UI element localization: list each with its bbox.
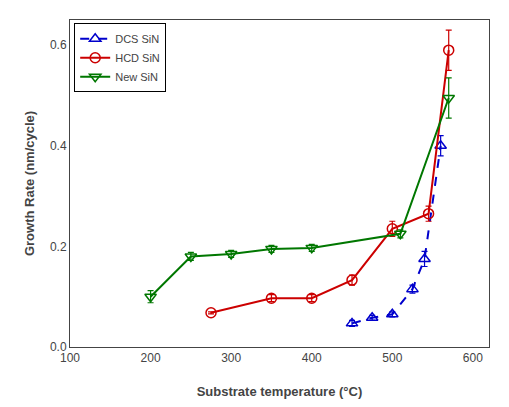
svg-text:New SiN: New SiN: [115, 71, 158, 83]
svg-text:300: 300: [221, 351, 241, 365]
svg-text:600: 600: [463, 351, 483, 365]
svg-text:HCD SiN: HCD SiN: [115, 52, 160, 64]
svg-text:Growth Rate (nm/cycle): Growth Rate (nm/cycle): [22, 111, 37, 256]
svg-text:400: 400: [302, 351, 322, 365]
svg-text:0.4: 0.4: [50, 139, 67, 153]
svg-text:0.0: 0.0: [50, 340, 67, 354]
svg-text:100: 100: [60, 351, 80, 365]
svg-text:0.6: 0.6: [50, 38, 67, 52]
svg-text:500: 500: [382, 351, 402, 365]
svg-text:0.2: 0.2: [50, 240, 67, 254]
svg-text:200: 200: [141, 351, 161, 365]
svg-text:DCS SiN: DCS SiN: [115, 33, 159, 45]
svg-text:Substrate temperature (°C): Substrate temperature (°C): [197, 384, 363, 399]
